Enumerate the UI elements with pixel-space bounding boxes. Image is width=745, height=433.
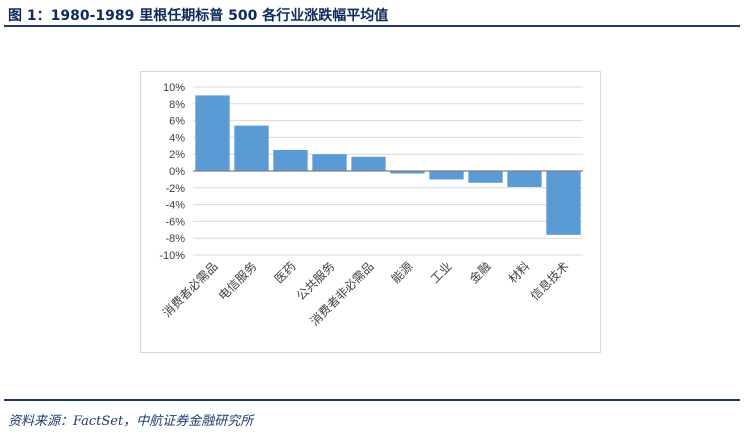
y-tick-label: 6% bbox=[169, 116, 185, 128]
y-tick-label: -6% bbox=[165, 216, 185, 228]
x-tick-label: 工业 bbox=[428, 259, 455, 286]
y-tick-label: 8% bbox=[169, 99, 185, 111]
y-tick-label: 2% bbox=[169, 149, 185, 161]
bar bbox=[312, 154, 347, 171]
x-tick-label: 医药 bbox=[272, 259, 299, 286]
bar bbox=[468, 171, 503, 183]
x-tick-label: 电信服务 bbox=[215, 259, 260, 304]
x-tick-label: 金融 bbox=[466, 259, 494, 287]
x-tick-label: 材料 bbox=[506, 259, 533, 286]
bar bbox=[429, 171, 464, 180]
y-tick-label: -10% bbox=[159, 250, 185, 262]
source-note: 资料来源：FactSet，中航证券金融研究所 bbox=[8, 414, 254, 429]
x-tick-label: 信息技术 bbox=[527, 259, 572, 304]
bar bbox=[390, 171, 425, 174]
y-tick-label: -4% bbox=[165, 200, 185, 212]
bar bbox=[507, 171, 542, 187]
y-tick-label: 10% bbox=[163, 82, 185, 94]
y-tick-label: 0% bbox=[169, 166, 185, 178]
footer-divider bbox=[4, 399, 740, 401]
y-tick-label: 4% bbox=[169, 132, 185, 144]
bar bbox=[273, 150, 308, 171]
bar bbox=[195, 95, 230, 171]
bar bbox=[546, 171, 581, 235]
figure-title: 图 1：1980-1989 里根任期标普 500 各行业涨跌幅平均值 bbox=[8, 8, 389, 24]
bar bbox=[351, 156, 386, 171]
title-divider bbox=[4, 25, 740, 27]
x-tick-label: 能源 bbox=[389, 259, 416, 286]
x-tick-label: 消费者必需品 bbox=[160, 259, 221, 320]
y-tick-label: -2% bbox=[165, 183, 185, 195]
bar bbox=[234, 125, 269, 171]
y-tick-label: -8% bbox=[165, 233, 185, 245]
